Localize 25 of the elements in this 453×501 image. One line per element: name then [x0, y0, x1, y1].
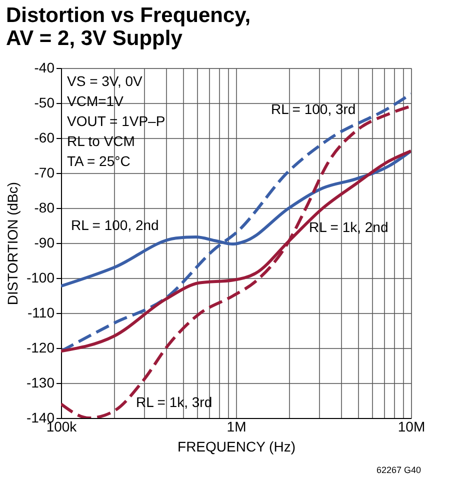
text: 62267 G40 — [376, 465, 421, 475]
annotation: VCM=1V — [67, 93, 124, 109]
series-label: RL = 100, 3rd — [271, 101, 356, 117]
annotation: RL to VCM — [67, 133, 135, 149]
x-tick-label: 1M — [226, 418, 246, 434]
y-tick-label: -120 — [26, 340, 55, 356]
y-tick-label: -80 — [34, 200, 55, 216]
y-tick-label: -70 — [34, 164, 55, 180]
y-tick-label: -40 — [34, 60, 55, 76]
y-tick-label: -130 — [26, 374, 55, 390]
series-label: RL = 1k, 3rd — [136, 394, 212, 410]
y-tick-label: -110 — [28, 304, 55, 320]
y-axis-title: DISTORTION (dBc) — [4, 182, 20, 306]
y-tick-label: -50 — [34, 94, 55, 110]
annotation: TA = 25°C — [67, 153, 130, 169]
y-tick-label: -100 — [26, 270, 55, 286]
x-tick-label: 10M — [398, 418, 426, 434]
series-label: RL = 1k, 2nd — [309, 219, 388, 235]
annotation: VOUT = 1VP–P — [67, 113, 166, 129]
series-label: RL = 100, 2nd — [71, 217, 159, 233]
chart-title: Distortion vs Frequency, AV = 2, 3V Supply — [6, 4, 251, 50]
annotation: VS = 3V, 0V — [67, 73, 144, 89]
x-axis-title: FREQUENCY (Hz) — [178, 438, 296, 454]
y-tick-label: -90 — [34, 234, 55, 250]
y-tick-label: -60 — [34, 130, 55, 146]
